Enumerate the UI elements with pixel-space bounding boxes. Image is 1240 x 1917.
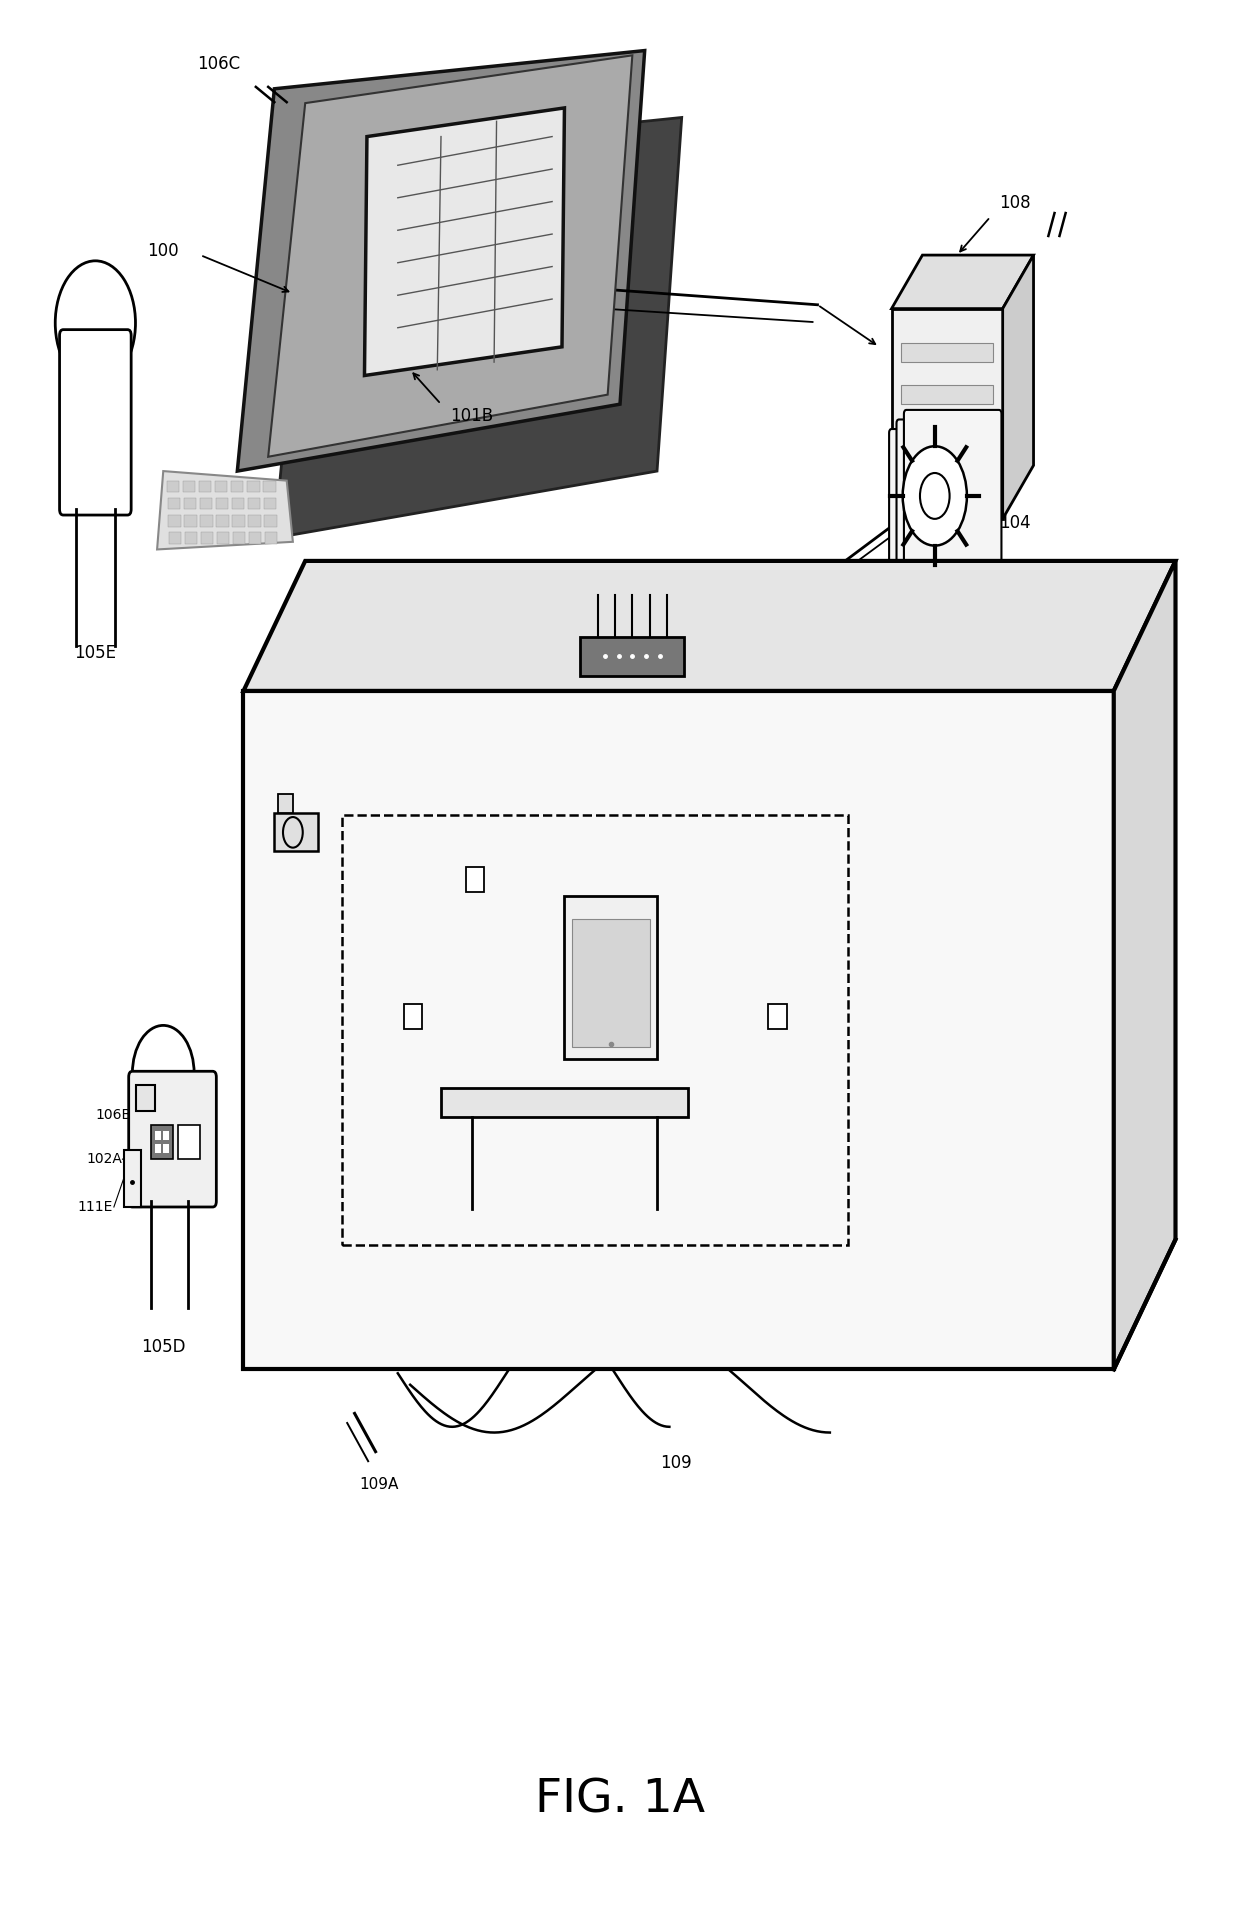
Text: 109A: 109A: [360, 1476, 399, 1491]
Bar: [151, 1125, 174, 1160]
Text: 106B: 106B: [95, 1108, 131, 1121]
Bar: [201, 516, 212, 527]
Text: 105C: 105C: [866, 1037, 905, 1052]
Bar: [164, 1131, 170, 1141]
Polygon shape: [1003, 255, 1033, 520]
Bar: [167, 481, 180, 493]
Text: 110: 110: [713, 633, 744, 650]
FancyBboxPatch shape: [785, 976, 826, 1079]
Bar: [167, 498, 180, 510]
Bar: [572, 920, 650, 1047]
Bar: [768, 1005, 786, 1029]
Bar: [892, 309, 1003, 520]
Bar: [164, 1144, 170, 1154]
Polygon shape: [237, 50, 645, 472]
Bar: [274, 813, 317, 851]
Text: 109B: 109B: [724, 1210, 763, 1225]
Bar: [155, 1144, 161, 1154]
Bar: [265, 533, 278, 544]
Text: 102A: 102A: [86, 1152, 122, 1166]
Bar: [216, 516, 228, 527]
Text: 105A: 105A: [538, 1037, 578, 1052]
Bar: [564, 897, 657, 1058]
Text: 100: 100: [148, 242, 179, 261]
Text: 101B: 101B: [450, 406, 494, 426]
Bar: [901, 427, 993, 447]
Bar: [185, 533, 197, 544]
Bar: [215, 481, 227, 493]
Bar: [200, 481, 211, 493]
Bar: [232, 516, 244, 527]
Bar: [441, 1089, 688, 1118]
Bar: [243, 690, 1114, 1369]
Text: 105E: 105E: [74, 644, 117, 661]
Bar: [217, 533, 229, 544]
Polygon shape: [274, 117, 682, 539]
Bar: [184, 481, 196, 493]
Bar: [232, 498, 244, 510]
Bar: [185, 516, 197, 527]
Polygon shape: [243, 562, 1176, 690]
Text: 111E: 111E: [78, 1200, 113, 1213]
Bar: [466, 866, 484, 891]
Text: 101A: 101A: [937, 1340, 981, 1357]
Bar: [249, 533, 262, 544]
Bar: [169, 516, 181, 527]
Text: FIG. 1A: FIG. 1A: [534, 1777, 706, 1821]
Text: 102: 102: [729, 1024, 758, 1039]
Text: 108: 108: [999, 194, 1030, 213]
FancyBboxPatch shape: [129, 1072, 216, 1208]
Bar: [136, 1085, 155, 1112]
Polygon shape: [157, 472, 293, 550]
Text: 102C: 102C: [931, 824, 975, 843]
Bar: [264, 516, 277, 527]
Bar: [901, 343, 993, 362]
Bar: [231, 481, 243, 493]
Text: 106C: 106C: [197, 56, 241, 73]
Text: 109: 109: [660, 1455, 692, 1472]
Text: 105D: 105D: [141, 1338, 186, 1355]
Polygon shape: [1114, 562, 1176, 1369]
Bar: [404, 1005, 423, 1029]
FancyBboxPatch shape: [482, 843, 523, 945]
Bar: [184, 498, 196, 510]
Bar: [201, 533, 213, 544]
Bar: [901, 385, 993, 404]
Bar: [155, 1131, 161, 1141]
Text: 106A: 106A: [610, 826, 650, 842]
Circle shape: [903, 447, 967, 546]
Bar: [278, 794, 293, 813]
FancyBboxPatch shape: [420, 976, 461, 1079]
FancyBboxPatch shape: [897, 420, 994, 600]
Bar: [233, 533, 246, 544]
Bar: [124, 1150, 141, 1208]
Bar: [169, 533, 181, 544]
Bar: [179, 1125, 201, 1160]
Polygon shape: [892, 255, 1033, 309]
FancyBboxPatch shape: [889, 429, 987, 610]
Bar: [264, 498, 277, 510]
Text: 121: 121: [299, 1156, 329, 1171]
FancyBboxPatch shape: [60, 330, 131, 516]
Text: 102: 102: [352, 1054, 382, 1070]
Bar: [200, 498, 212, 510]
Bar: [216, 498, 228, 510]
Bar: [580, 636, 684, 675]
Bar: [247, 481, 259, 493]
Text: 104: 104: [999, 514, 1030, 531]
Text: 102: 102: [414, 903, 443, 918]
FancyBboxPatch shape: [904, 410, 1002, 590]
Bar: [248, 516, 260, 527]
Text: 105B: 105B: [374, 1204, 414, 1219]
Polygon shape: [268, 56, 632, 456]
Bar: [263, 481, 275, 493]
Bar: [342, 815, 848, 1246]
Bar: [248, 498, 260, 510]
Text: 121: 121: [1087, 1196, 1116, 1212]
Polygon shape: [365, 107, 564, 376]
